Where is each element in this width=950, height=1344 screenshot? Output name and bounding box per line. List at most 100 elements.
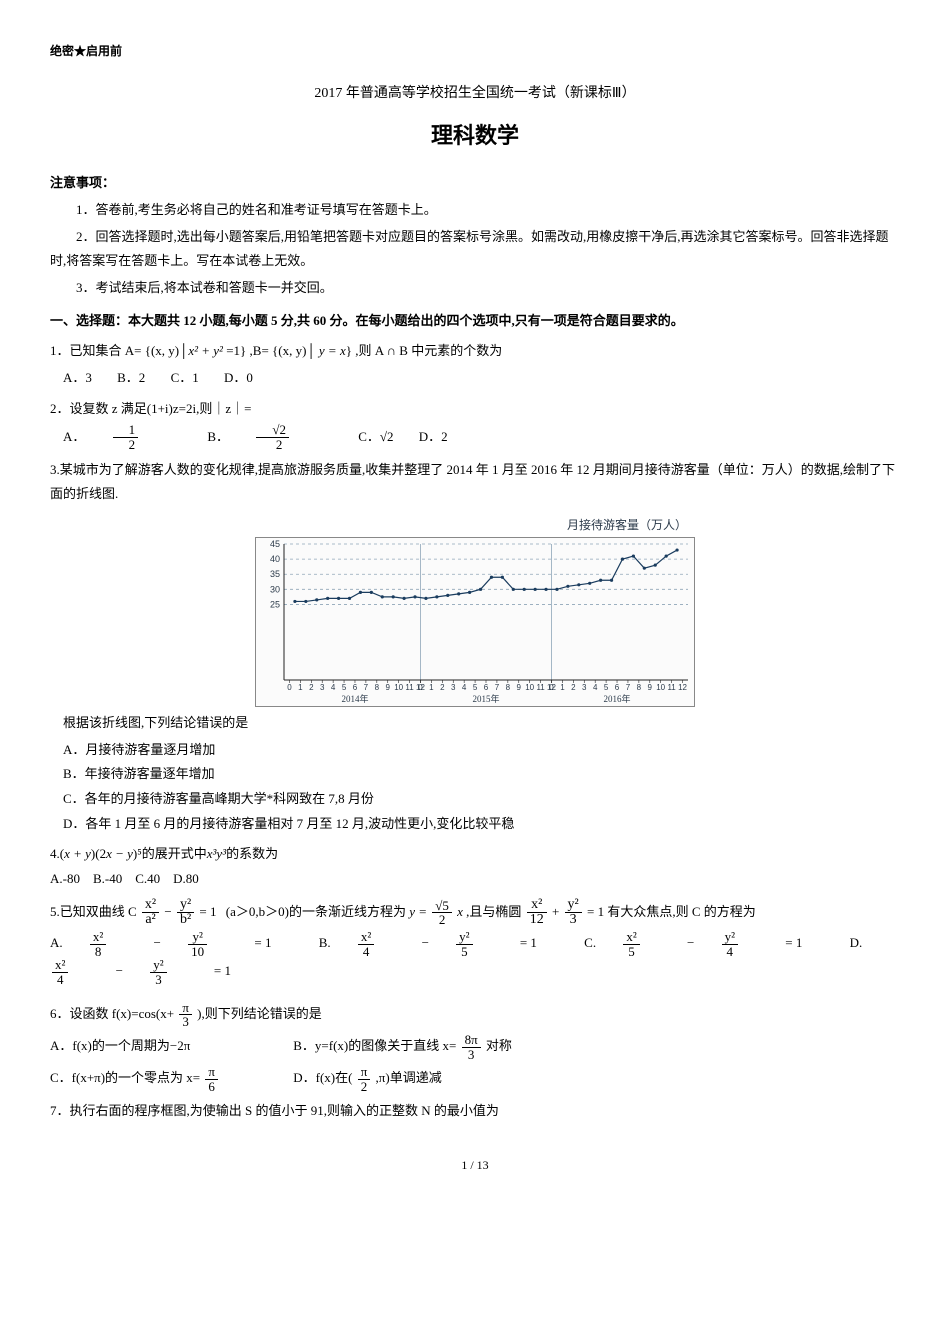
svg-text:4: 4 (462, 683, 467, 692)
q5-e-xn: x² (527, 898, 547, 914)
q5-c-xn: x² (623, 930, 639, 945)
svg-text:7: 7 (626, 683, 631, 692)
q6-c-num: π (205, 1065, 218, 1080)
q6-b-den: 3 (462, 1048, 481, 1062)
question-7: 7．执行右面的程序框图,为使输出 S 的值小于 91,则输入的正整数 N 的最小… (50, 1099, 900, 1124)
q4-x-minus-y: x − y (106, 846, 133, 861)
q5-h-yd: b² (177, 913, 194, 928)
svg-text:7: 7 (364, 683, 369, 692)
svg-text:1: 1 (429, 683, 434, 692)
svg-text:3: 3 (582, 683, 587, 692)
q2-opt-d: D．2 (419, 429, 448, 444)
q5-opt-c: C. x²5 − y²4 = 1 (584, 935, 827, 950)
q5-opt-a: A. x²8 − y²10 = 1 (50, 935, 297, 950)
q2-b-num: √2 (256, 423, 289, 438)
q5-d-eq: = 1 (214, 963, 231, 978)
q1-opt-a: A．3 (63, 370, 92, 385)
q1-setA-left: {(x, y)│ (145, 343, 189, 358)
q1-setB-right: } (346, 343, 352, 358)
svg-text:2014年: 2014年 (341, 693, 368, 704)
q1-opt-b: B．2 (117, 370, 145, 385)
svg-text:9: 9 (517, 683, 522, 692)
q5-yeq: y = (409, 904, 430, 919)
svg-text:4: 4 (593, 683, 598, 692)
q6-d-suffix: ,π)单调递减 (376, 1070, 442, 1085)
svg-text:10: 10 (656, 683, 665, 692)
q2-opt-a: A． 12 (63, 429, 185, 444)
q3-opt-d: D．各年 1 月至 6 月的月接待游客量相对 7 月至 12 月,波动性更小,变… (50, 812, 900, 837)
svg-text:3: 3 (451, 683, 456, 692)
q6-row1: A．f(x)的一个周期为−2π B．y=f(x)的图像关于直线 x= 8π3 对… (50, 1033, 900, 1061)
q5-d-yn: y² (150, 958, 166, 973)
q5-b-minus: − (422, 935, 433, 950)
exam-title: 2017 年普通高等学校招生全国统一考试（新课标Ⅲ） (50, 81, 900, 108)
q6-b-suffix: 对称 (486, 1038, 512, 1053)
q4-term: x³y³ (207, 846, 226, 861)
q6-num: π (179, 1001, 192, 1016)
svg-text:2: 2 (309, 683, 314, 692)
q5-c-eq: = 1 (785, 935, 802, 950)
svg-text:0: 0 (418, 683, 423, 692)
q6-c-prefix: C．f(x+π)的一个零点为 x= (50, 1070, 203, 1085)
q5-a-yd: 10 (188, 945, 207, 959)
q6-c-den: 6 (205, 1080, 218, 1094)
page-number: 1 / 13 (50, 1154, 900, 1177)
q5-a-xn: x² (90, 930, 106, 945)
q4-options: A.-80 B.-40 C.40 D.80 (50, 867, 900, 892)
svg-text:5: 5 (473, 683, 478, 692)
q6-row2: C．f(x+π)的一个零点为 x= π6 D．f(x)在( π2 ,π)单调递减 (50, 1065, 900, 1093)
q2-options: A． 12 B． √22 C．√2 D．2 (50, 423, 900, 451)
q1-options: A．3 B．2 C．1 D．0 (50, 366, 900, 391)
subject-title: 理科数学 (50, 115, 900, 157)
q5-d-xn: x² (52, 958, 68, 973)
question-4: 4.(x + y)(2x − y)⁵的展开式中x³y³的系数为 (50, 842, 900, 867)
svg-text:8: 8 (637, 683, 642, 692)
q5-eq1b: = 1 (587, 904, 604, 919)
svg-text:4: 4 (331, 683, 336, 692)
svg-text:12: 12 (678, 683, 687, 692)
q5-a-label: A. (50, 935, 63, 950)
svg-text:3: 3 (320, 683, 325, 692)
q4-b: )(2 (91, 846, 106, 861)
q1-prefix: 1．已知集合 A= (50, 343, 141, 358)
q1-setA-rhs: =1} (223, 343, 246, 358)
svg-text:6: 6 (615, 683, 620, 692)
q6-suffix: ),则下列结论错误的是 (197, 1006, 322, 1021)
q5-c-label: C. (584, 935, 596, 950)
q5-a-eq: = 1 (254, 935, 271, 950)
q2-a-num: 1 (113, 423, 139, 438)
q5-a-minus: − (154, 935, 165, 950)
svg-text:25: 25 (270, 599, 280, 609)
chart-caption: 月接待游客量（万人） (255, 514, 695, 537)
q4-xy: x + y (64, 846, 91, 861)
q5-opt-b: B. x²4 − y²5 = 1 (319, 935, 562, 950)
q5-d-minus: − (116, 963, 127, 978)
q5-c-yd: 4 (722, 945, 738, 959)
q5-h-yn: y² (177, 898, 194, 914)
question-6: 6．设函数 f(x)=cos(x+ π3 ),则下列结论错误的是 (50, 1001, 900, 1029)
question-5: 5.已知双曲线 C x²a² − y²b² = 1 (a＞0,b＞0)的一条渐近… (50, 898, 900, 928)
q4-a: 4.( (50, 846, 64, 861)
q6-b-prefix: B．y=f(x)的图像关于直线 x= (293, 1038, 459, 1053)
q5-b-eq: = 1 (520, 935, 537, 950)
q5-b-xd: 4 (358, 945, 374, 959)
q5-a-xd: 8 (90, 945, 106, 959)
svg-text:9: 9 (386, 683, 391, 692)
q6-opt-a: A．f(x)的一个周期为−2π (50, 1034, 290, 1059)
notes-heading: 注意事项： (50, 171, 900, 196)
q6-b-num: 8π (462, 1033, 481, 1048)
q5-b-yd: 5 (456, 945, 472, 959)
q5-e-yn: y² (565, 898, 582, 914)
q1-opt-d: D．0 (224, 370, 253, 385)
q5-c-xd: 5 (623, 945, 639, 959)
q1-suffix: ,则 A ∩ B 中元素的个数为 (355, 343, 502, 358)
q3-stem: 根据该折线图,下列结论错误的是 (50, 711, 900, 736)
q6-d-prefix: D．f(x)在( (293, 1070, 355, 1085)
q1-setB-left: {(x, y)│ (272, 343, 316, 358)
q5-eq1: = 1 (199, 904, 216, 919)
q5-c-yn: y² (722, 930, 738, 945)
note-item-1: 1．答卷前,考生务必将自己的姓名和准考证号填写在答题卡上。 (50, 198, 900, 223)
q4-c: )⁵的展开式中 (133, 846, 207, 861)
q6-den: 3 (179, 1015, 192, 1029)
q5-h-xd: a² (142, 913, 159, 928)
